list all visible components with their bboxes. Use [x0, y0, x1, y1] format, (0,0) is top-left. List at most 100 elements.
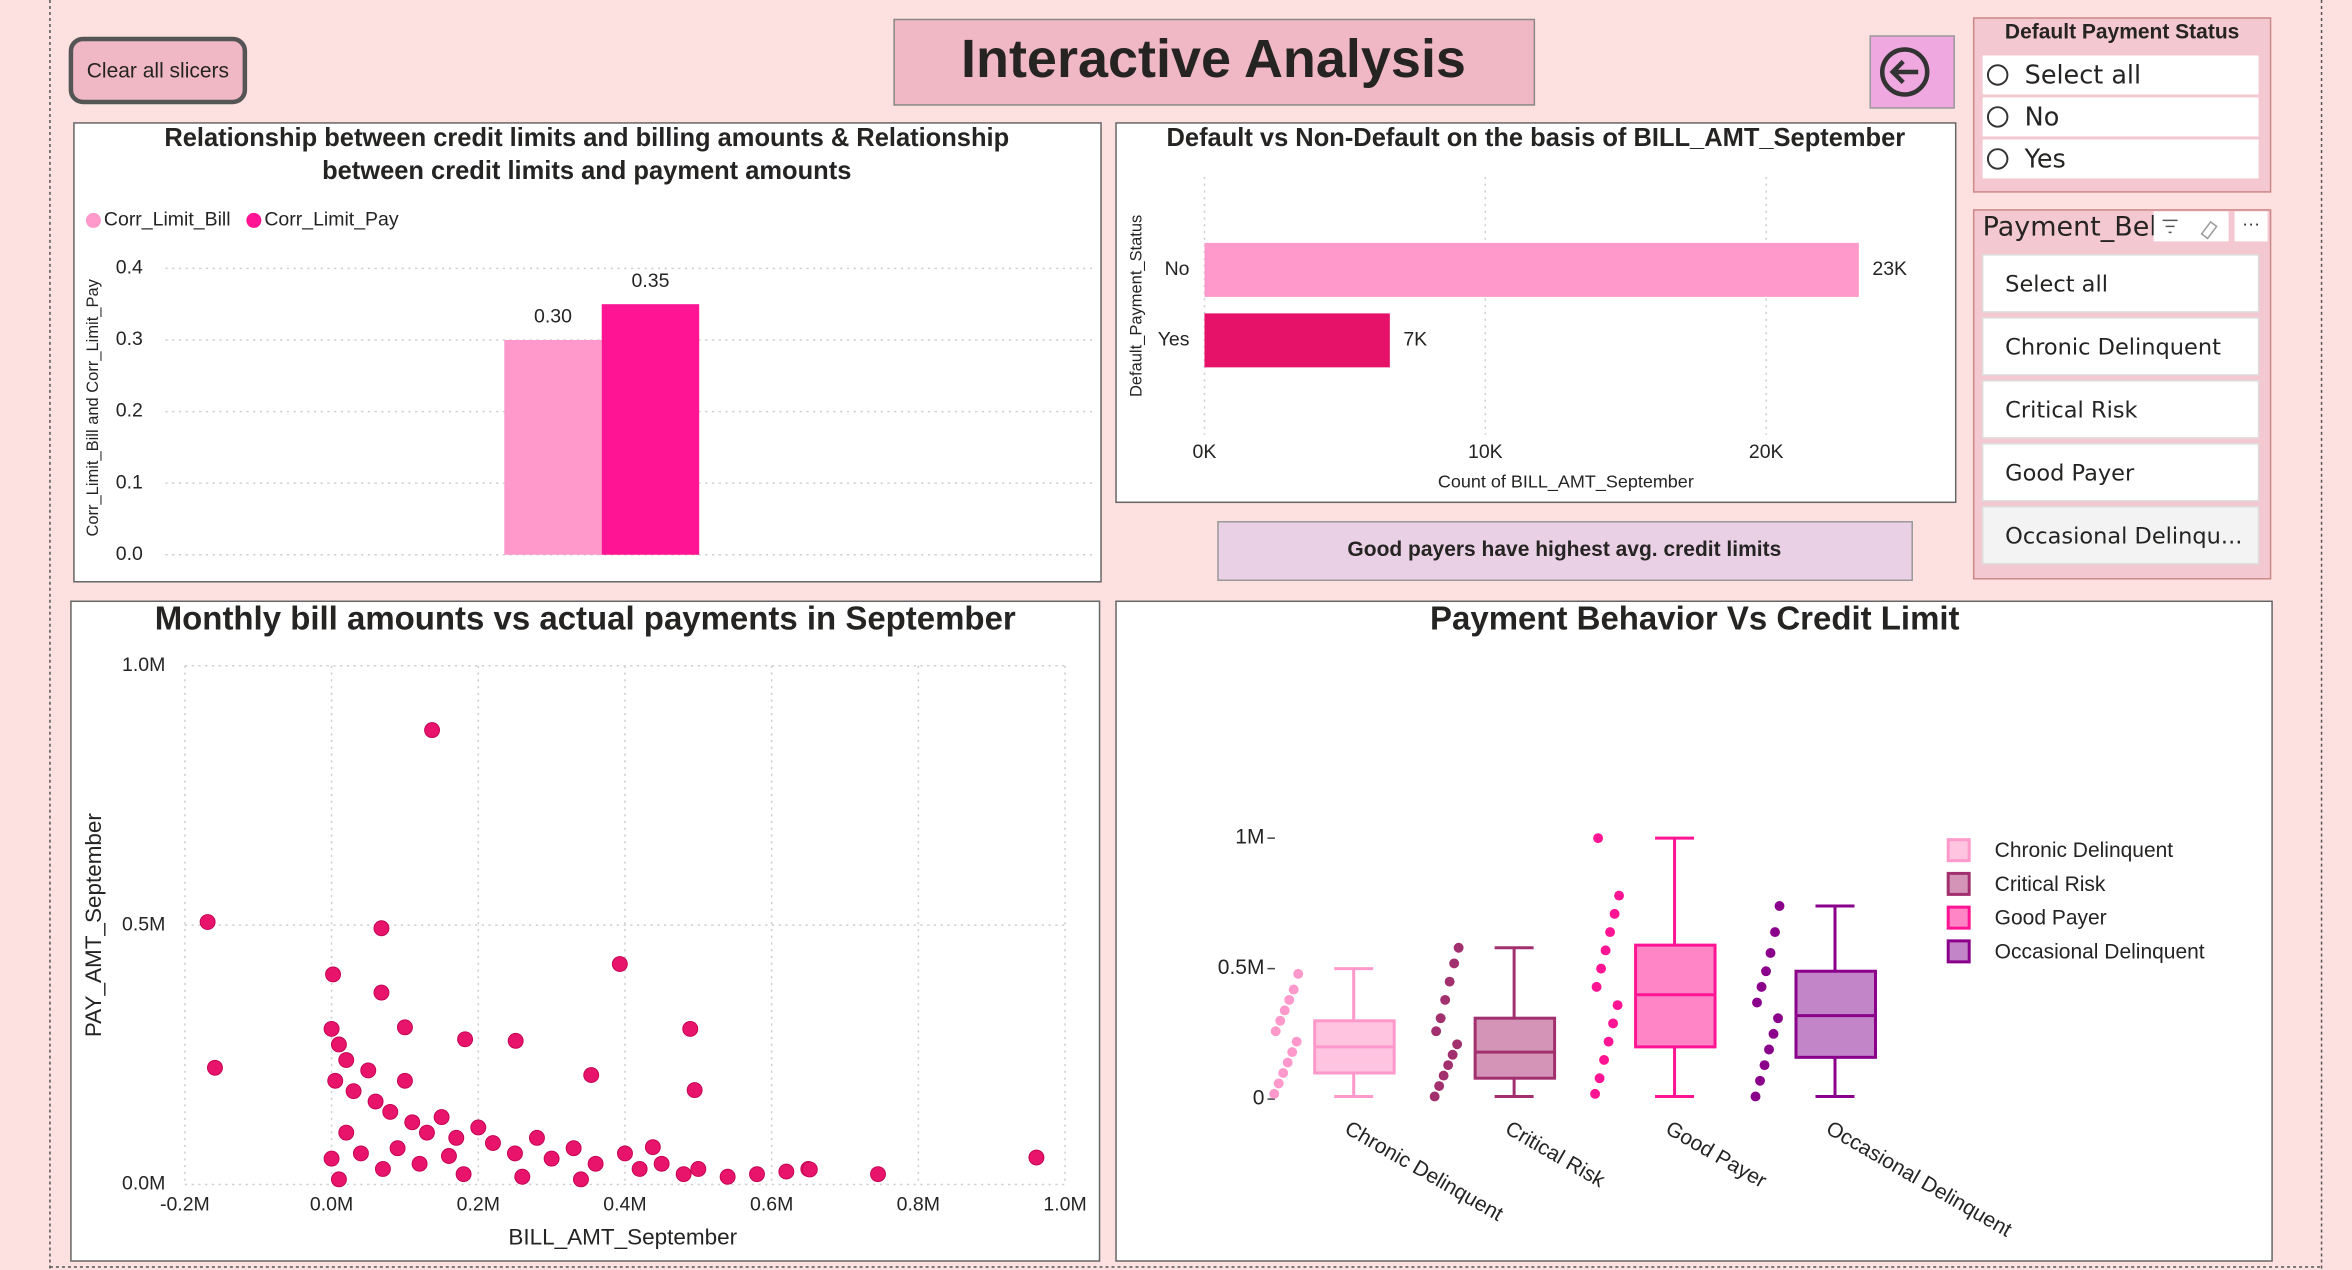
jitter-point [1755, 1075, 1765, 1086]
bar [1204, 242, 1859, 297]
legend-marker [1946, 838, 1971, 863]
y-tick-label: 0.0 [116, 543, 143, 565]
slicer-item[interactable] [1982, 97, 2259, 137]
title-box [893, 18, 1536, 106]
slicer-item[interactable] [1981, 380, 2260, 439]
slicer-item-label[interactable]: Select all [2025, 60, 2141, 90]
filter-icon[interactable] [2162, 219, 2178, 234]
y-tick-label: 1.0M [122, 654, 165, 676]
slicer-item-label[interactable]: Chronic Delinquent [2005, 334, 2221, 360]
y-axis-title: Default_Payment_Status [1127, 215, 1145, 397]
jitter-point [1756, 981, 1767, 992]
slicer-item[interactable] [1981, 254, 2260, 313]
slicer-item-label[interactable]: Good Payer [2005, 460, 2135, 486]
radio[interactable] [1986, 148, 2009, 170]
more-icon[interactable]: ··· [2242, 214, 2260, 234]
back-icon[interactable] [1879, 47, 1930, 97]
x-tick-label: 0.2M [457, 1194, 500, 1216]
scatter-point [675, 1166, 692, 1183]
x-tick-label: 0.4M [603, 1194, 646, 1216]
scatter-point [587, 1155, 604, 1172]
scatter-point [617, 1145, 633, 1162]
jitter-point [1764, 1044, 1774, 1055]
scatter-point [424, 722, 441, 739]
x-axis-title: Count of BILL_AMT_September [1438, 472, 1694, 493]
y-tick-label: 0.0M [122, 1173, 165, 1195]
slicer-item-label[interactable]: Critical Risk [2005, 397, 2137, 423]
scatter-point [749, 1166, 765, 1183]
scatter-point [373, 920, 390, 937]
scatter-point [404, 1114, 421, 1131]
scatter-point [719, 1168, 736, 1185]
y-axis-title: PAY_AMT_September [81, 813, 106, 1038]
jitter-point [1750, 1091, 1761, 1102]
jitter-point [1282, 1057, 1293, 1068]
scatter-point [870, 1166, 886, 1183]
jitter-point [1605, 927, 1616, 938]
radio[interactable] [1986, 106, 2009, 128]
radio[interactable] [1986, 64, 2009, 86]
y-tick-label: 0.4 [116, 257, 143, 279]
jitter-point [1447, 1049, 1458, 1060]
scatter-point [611, 956, 628, 972]
slicer-item[interactable] [1982, 55, 2259, 95]
slicer-item-label[interactable]: Select all [2005, 271, 2108, 297]
scatter-point [690, 1161, 707, 1177]
scatter-point [325, 966, 341, 983]
scatter-point [373, 984, 390, 1001]
jitter-point [1444, 976, 1455, 987]
slicer-title: Default Payment Status [2005, 21, 2239, 44]
slicer-item[interactable] [1981, 506, 2260, 565]
legend-marker [246, 212, 262, 228]
chart-title: Default vs Non-Default on the basis of B… [1167, 124, 1906, 152]
data-label: 23K [1872, 258, 1907, 280]
back-arrow[interactable] [1889, 59, 1919, 85]
jitter-point [1275, 1015, 1286, 1026]
more-button[interactable] [2234, 211, 2268, 242]
y-tick-label: 0.3 [116, 328, 143, 350]
legend-marker [1946, 939, 1971, 964]
jitter-point [1431, 1026, 1442, 1037]
scatter-point [330, 1171, 347, 1188]
jitter-point [1449, 958, 1460, 969]
clear-button-label[interactable]: Clear all slicers [87, 60, 229, 83]
scatter-point [631, 1161, 648, 1177]
scatter-point [455, 1166, 472, 1183]
jitter-point [1612, 1000, 1623, 1011]
scatter-point [682, 1020, 699, 1037]
scatter-point [327, 1072, 344, 1089]
slicer-item[interactable] [1982, 139, 2259, 179]
chart-title: between credit limits and payment amount… [322, 157, 851, 185]
slicer-item-label[interactable]: Occasional Delinqu... [2005, 523, 2242, 549]
insight-text: Good payers have highest avg. credit lim… [1347, 538, 1781, 561]
scatter-point [367, 1093, 384, 1110]
jitter-point [1291, 1036, 1302, 1047]
slicer-item-label[interactable]: Yes [2024, 144, 2066, 174]
x-tick-label: 10K [1468, 441, 1503, 463]
bar [601, 304, 700, 555]
scatter-point [507, 1145, 523, 1162]
chart-panel [70, 600, 1101, 1262]
scatter-point [382, 1103, 399, 1120]
jitter-point [1603, 1036, 1614, 1047]
y-tick-label: Yes [1158, 329, 1190, 351]
jitter-point [1765, 948, 1776, 958]
jitter-point [1288, 984, 1299, 995]
scatter-point [801, 1161, 818, 1178]
jitter-point [1593, 833, 1604, 844]
jitter-point [1609, 908, 1620, 919]
jitter-point [1273, 1078, 1284, 1089]
eraser-icon[interactable] [2200, 220, 2218, 240]
slicer-item[interactable] [1981, 443, 2260, 502]
scatter-point [418, 1124, 435, 1141]
jitter-point [1453, 942, 1464, 953]
slicer-item-label[interactable]: No [2025, 102, 2060, 132]
jitter-point [1429, 1091, 1440, 1102]
slicer-item[interactable] [1981, 317, 2260, 376]
legend-label: Critical Risk [1995, 873, 2106, 896]
jitter-point [1435, 1013, 1446, 1024]
scatter-point [360, 1062, 377, 1079]
clear-button[interactable] [68, 36, 248, 105]
jitter-point [1770, 927, 1780, 938]
jitter-point [1293, 968, 1304, 979]
